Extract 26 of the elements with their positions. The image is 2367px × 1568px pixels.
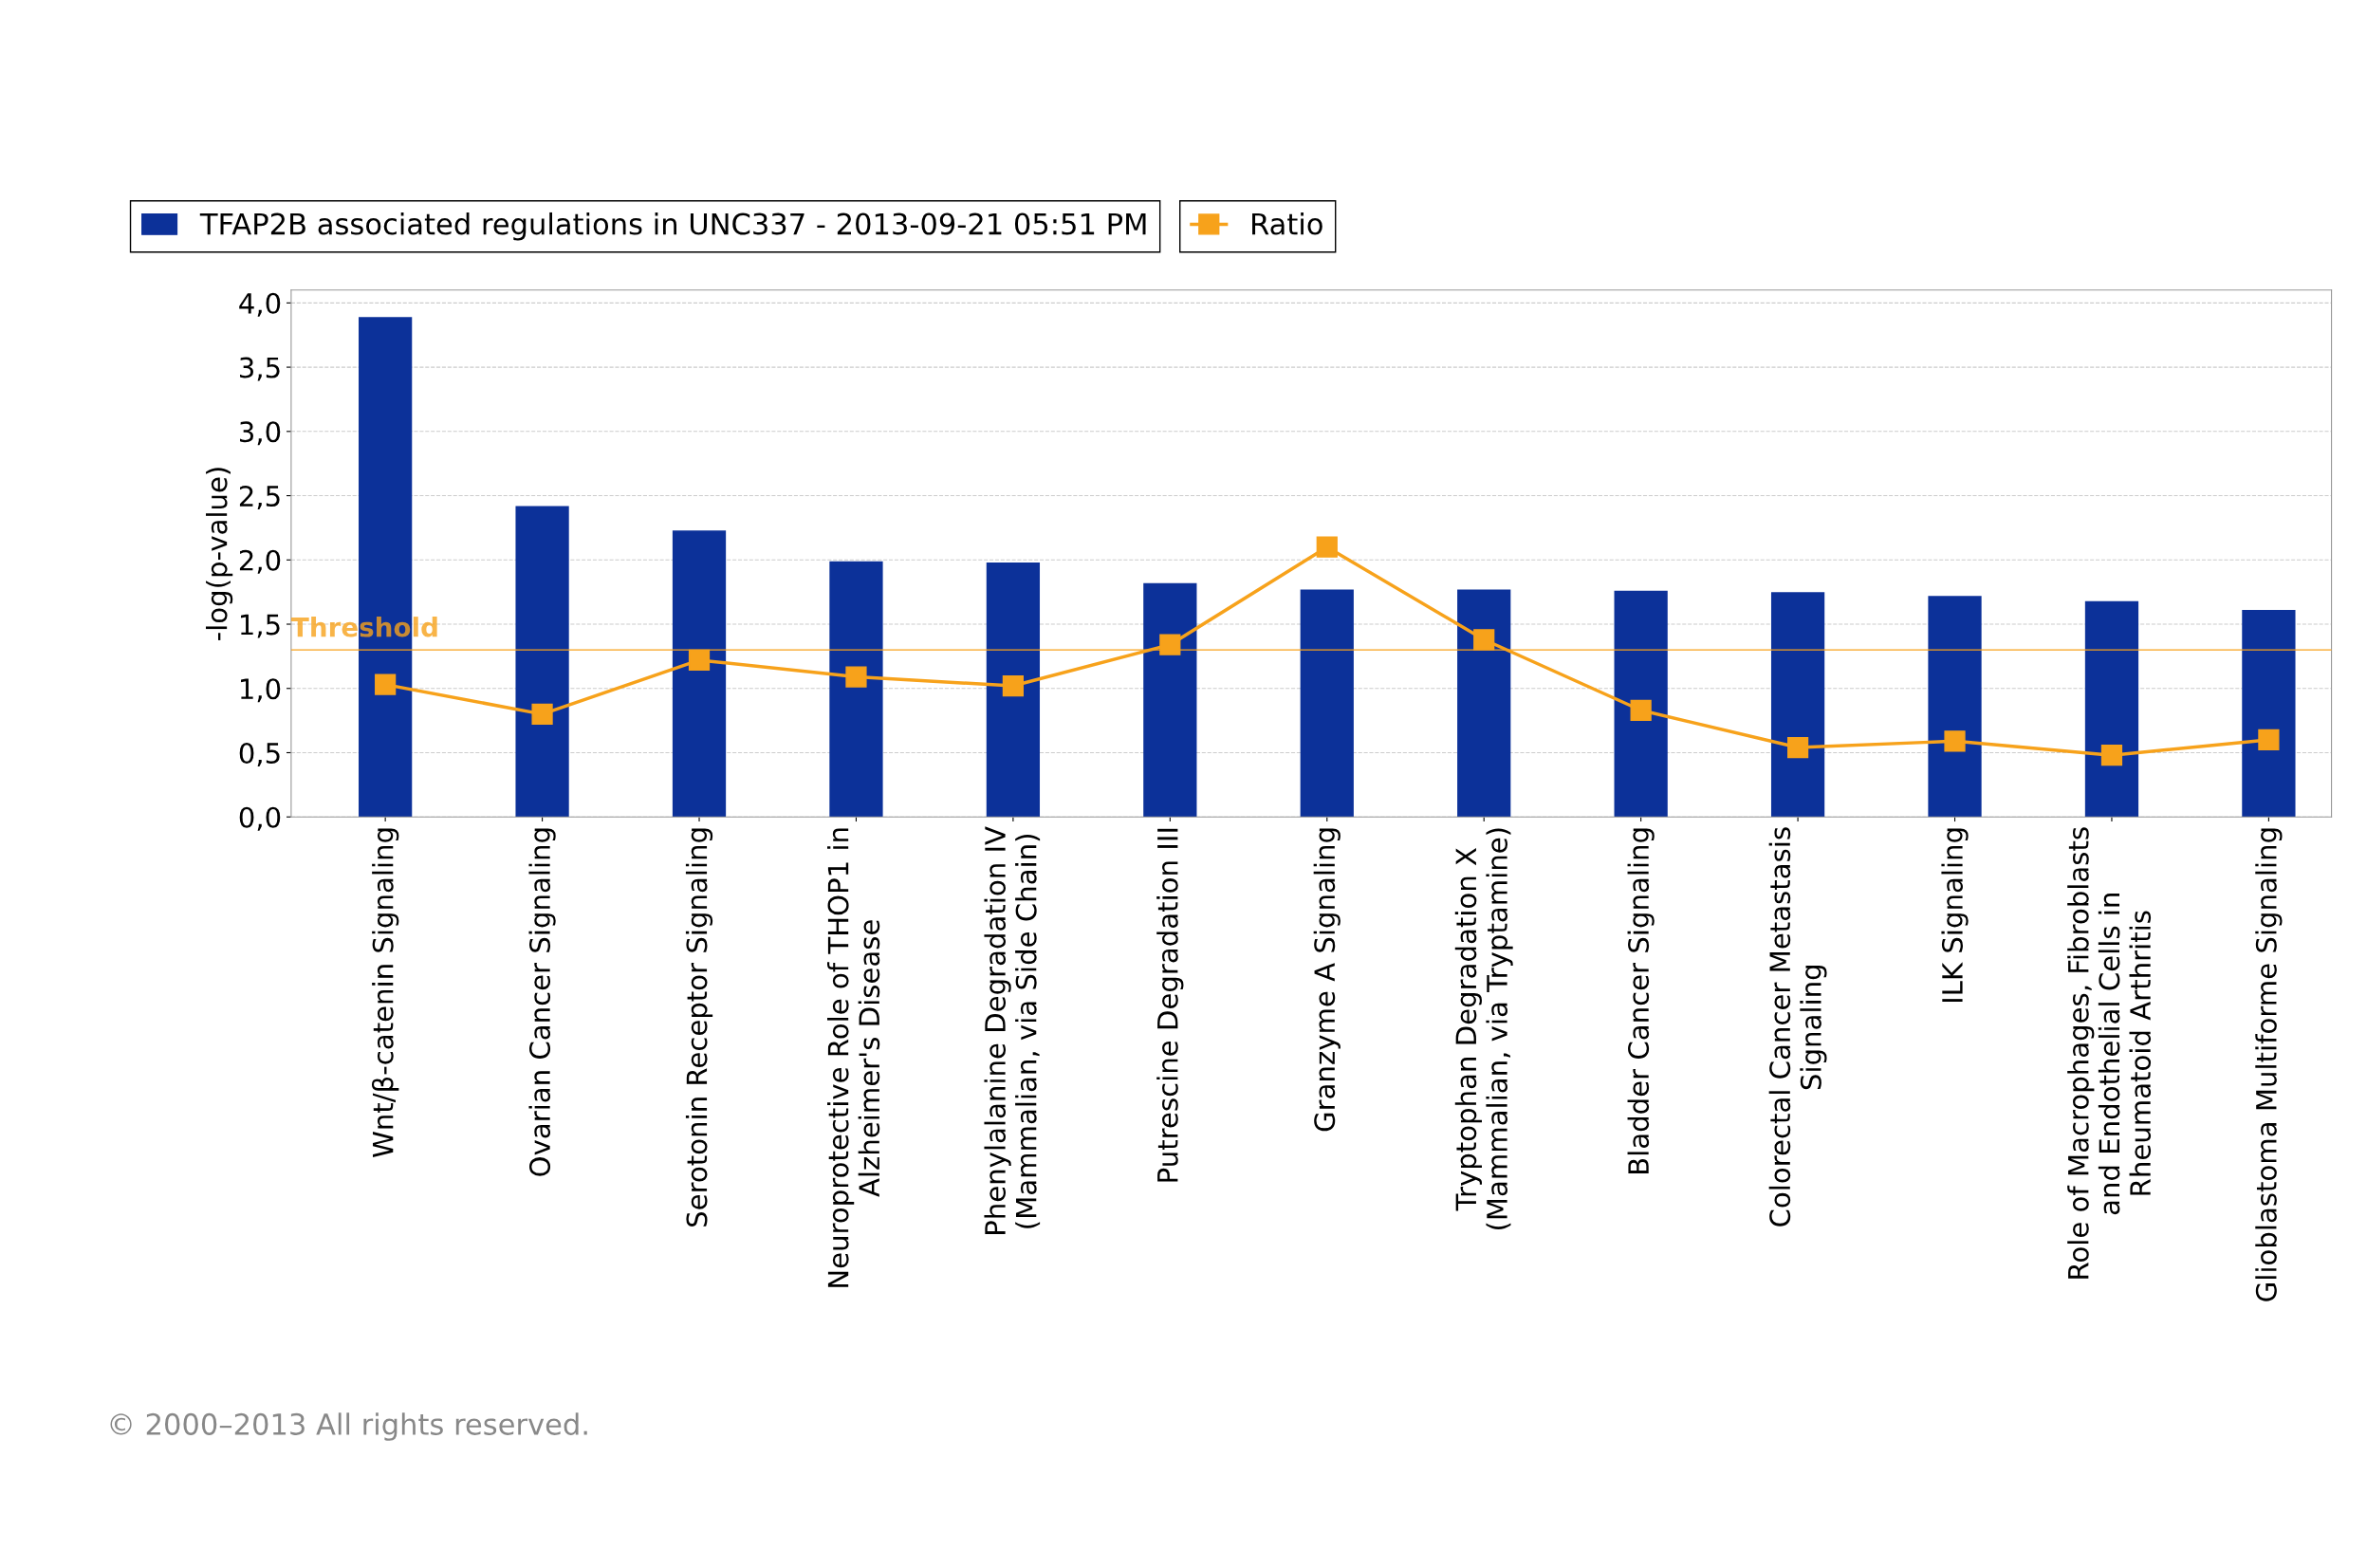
- legend-label: TFAP2B associated regulations in UNC337 - 2013-09-21 05:51 PM: [199, 212, 1146, 241]
- x-tick-label: Bladder Cancer Signaling: [1627, 828, 1655, 1173]
- y-axis-title: -log(p-value): [206, 468, 233, 640]
- x-tick-label: Colorectal Cancer Metastasis Signaling: [1768, 827, 1827, 1227]
- x-tick-label: Serotonin Receptor Signaling: [685, 828, 713, 1227]
- x-tick-label: Phenylalanine Degradation IV (Mammalian, via Side Chain): [984, 826, 1041, 1234]
- y-tick-label: 4,0: [239, 292, 281, 317]
- text: © 2000–2013 All rights reserved.: [110, 1412, 587, 1441]
- x-tick-label: Glioblastoma Multiforme Signaling: [2255, 828, 2283, 1301]
- legend-label: Ratio: [1252, 212, 1322, 235]
- x-tick-label: Role of Macrophages, Fibroblasts and Endothelial Cells in Rheumatoid Arthritis: [2067, 827, 2152, 1279]
- y-tick-label: 3,0: [240, 421, 281, 446]
- y-tick-label: 2,0: [239, 549, 281, 574]
- y-tick-label: 0,0: [239, 806, 281, 831]
- x-tick-label: Ovarian Cancer Signaling: [528, 828, 556, 1176]
- y-tick-label: 1,0: [240, 678, 281, 703]
- x-tick-label: Putrescine Degradation III: [1156, 828, 1184, 1182]
- y-tick-label: 2,5: [239, 485, 280, 510]
- x-tick-label: Wnt/β-catenin Signaling: [371, 828, 399, 1158]
- y-tick-label: 1,5: [240, 614, 280, 638]
- x-tick-label: Granzyme A Signaling: [1313, 828, 1341, 1132]
- x-tick-label: Neuroprotective Role of THOP1 in Alzheimer's Disease: [827, 828, 880, 1287]
- y-tick-label: 0,5: [239, 742, 280, 766]
- x-tick-label: ILK Signaling: [1941, 828, 1969, 1003]
- x-tick-label: Tryptophan Degradation X (Mammalian, via Tryptamine): [1454, 828, 1513, 1230]
- y-tick-label: 3,5: [240, 357, 280, 381]
